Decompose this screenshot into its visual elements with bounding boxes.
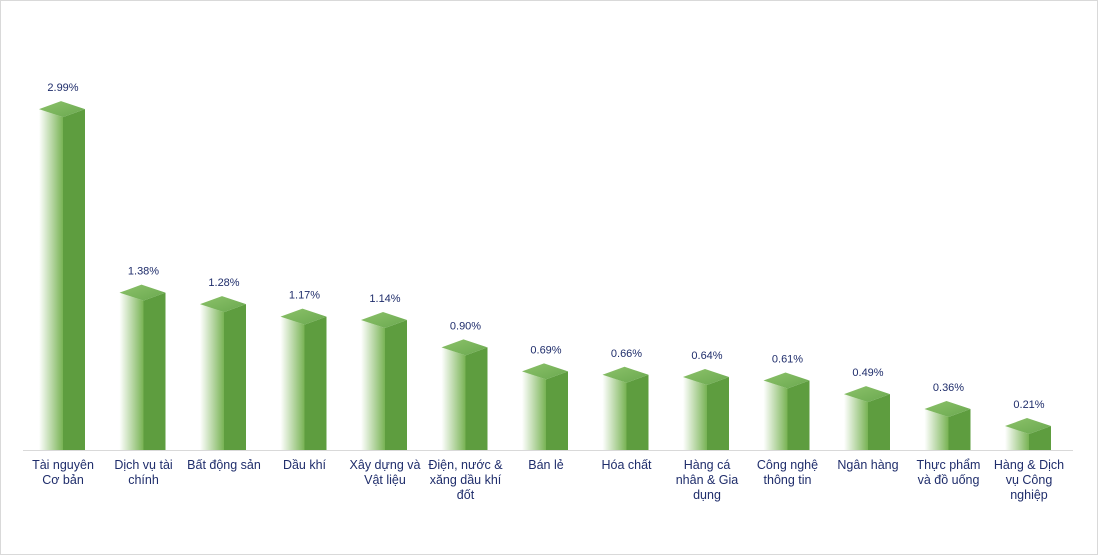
data-label: 0.64% <box>691 350 722 362</box>
bar-front-face <box>683 377 707 450</box>
category-tick-label: Điện, nước & xăng dầu khí đốt <box>428 458 503 502</box>
labels-group: 2.99% Tài nguyên Cơ bản 1.38% Dịch vụ tài chí… <box>32 82 1064 502</box>
bar-2 <box>200 296 246 450</box>
category-tick-label: Thực phẩm và đồ uống <box>917 458 981 487</box>
bar-side-face <box>546 371 568 450</box>
category-tick-label: Bán lẻ <box>528 458 563 472</box>
bar-top-face <box>763 372 810 389</box>
data-label: 0.49% <box>852 367 883 379</box>
bar-front-face <box>602 374 627 450</box>
data-label: 0.21% <box>1013 399 1044 411</box>
bar-side-face <box>707 377 729 450</box>
bar-1 <box>119 284 166 450</box>
bar-side-face <box>304 316 327 450</box>
bar-front-face <box>1005 426 1029 450</box>
bar-front-face <box>441 347 466 450</box>
bar-top-face <box>522 363 568 380</box>
bar-top-face <box>602 366 649 383</box>
data-label: 2.99% <box>47 82 78 94</box>
bar-top-face <box>280 308 327 325</box>
bar-front-face <box>200 304 224 450</box>
bar-top-face <box>924 400 971 417</box>
bar-12 <box>1005 418 1051 450</box>
bar-front-face <box>280 316 305 450</box>
bar-10 <box>844 386 890 450</box>
bar-5 <box>441 339 488 450</box>
bar-front-face <box>39 109 63 450</box>
bar-top-face <box>200 296 246 313</box>
category-tick-label: Dịch vụ tài chính <box>114 458 172 487</box>
data-label: 0.61% <box>772 353 803 365</box>
category-tick-label: Hóa chất <box>601 458 652 472</box>
bar-front-face <box>763 380 788 450</box>
bar-3 <box>280 308 327 450</box>
bar-top-face <box>1005 418 1051 435</box>
bars-group <box>39 101 1051 450</box>
bar-side-face <box>224 304 246 450</box>
category-tick-label: Công nghệ thông tin <box>757 458 818 487</box>
bar-side-face <box>787 380 810 450</box>
bar-4 <box>361 312 407 450</box>
data-label: 0.66% <box>611 348 642 360</box>
bar-side-face <box>143 292 166 450</box>
bar-front-face <box>844 394 868 450</box>
bar-6 <box>522 363 568 450</box>
bar-top-face <box>441 339 488 356</box>
data-label: 1.38% <box>128 266 159 278</box>
data-label: 0.90% <box>450 320 481 332</box>
bar-9 <box>763 372 810 450</box>
category-tick-label: Dầu khí <box>283 458 327 472</box>
category-tick-label: Ngân hàng <box>837 458 898 472</box>
bar-11 <box>924 400 971 450</box>
data-label: 1.28% <box>208 277 239 289</box>
bar-side-face <box>868 394 890 450</box>
category-tick-label: Xây dựng và Vật liệu <box>350 458 421 487</box>
category-tick-label: Hàng cá nhân & Gia dụng <box>676 458 739 502</box>
bar-8 <box>683 369 729 450</box>
bar-side-face <box>1029 426 1051 450</box>
category-tick-label: Hàng & Dịch vụ Công nghiệp <box>994 458 1064 502</box>
bar-side-face <box>385 320 407 450</box>
data-label: 0.69% <box>530 344 561 356</box>
bar-side-face <box>63 109 85 450</box>
bar-front-face <box>522 371 546 450</box>
bar-top-face <box>119 284 166 301</box>
bar-front-face <box>924 408 949 450</box>
bar-top-face <box>39 101 85 118</box>
data-label: 0.36% <box>933 382 964 394</box>
data-label: 1.14% <box>369 293 400 305</box>
bar-top-face <box>361 312 407 329</box>
bar-front-face <box>119 292 144 450</box>
data-label: 1.17% <box>289 290 320 302</box>
bar-front-face <box>361 320 385 450</box>
bar-side-face <box>626 374 649 450</box>
bar-top-face <box>683 369 729 386</box>
bar-side-face <box>465 347 488 450</box>
bar-0 <box>39 101 85 450</box>
bar-7 <box>602 366 649 450</box>
category-tick-label: Bất động sản <box>187 458 261 472</box>
bar-top-face <box>844 386 890 403</box>
bar-side-face <box>948 408 971 450</box>
category-tick-label: Tài nguyên Cơ bản <box>32 458 94 487</box>
